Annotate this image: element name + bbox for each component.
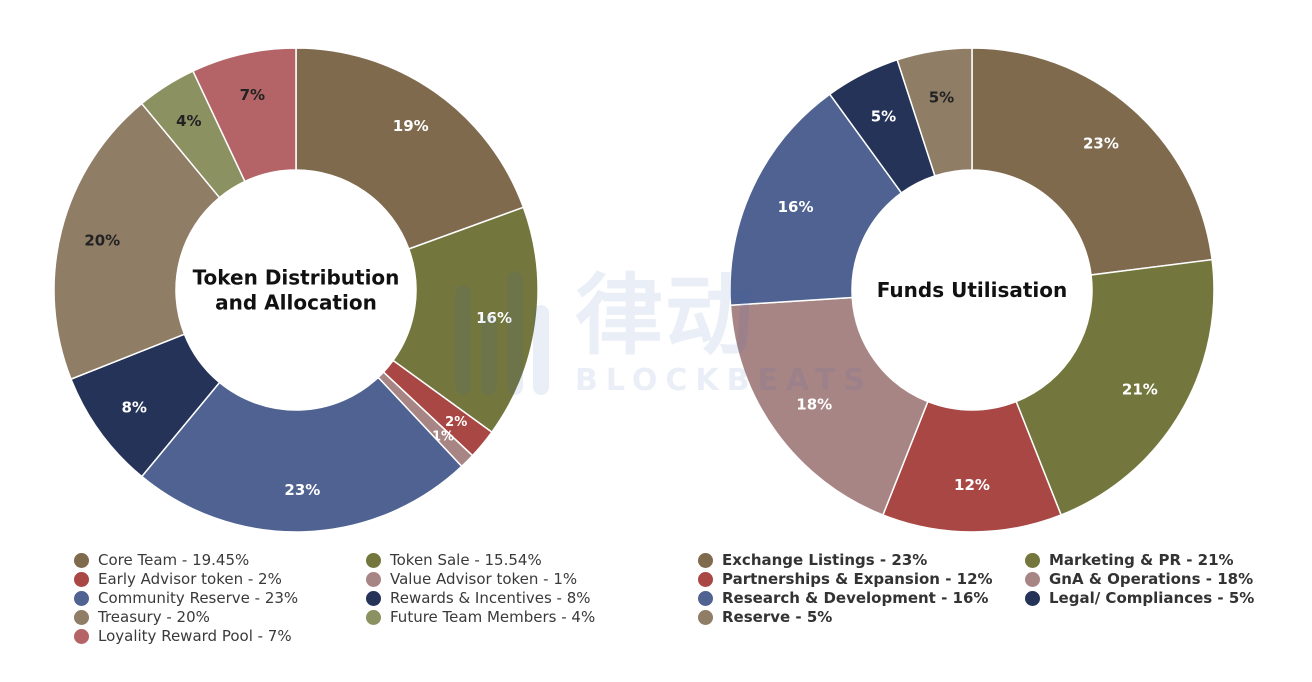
legend-label: Treasury - 20% — [98, 608, 210, 626]
legend-swatch-icon — [698, 610, 713, 625]
legend-label: Exchange Listings - 23% — [722, 551, 928, 569]
funds-utilisation-data-label: 18% — [796, 396, 832, 414]
legend-swatch-icon — [366, 591, 381, 606]
legend-item: Legal/ Compliances - 5% — [1025, 589, 1265, 608]
legend-swatch-icon — [698, 591, 713, 606]
token-distribution-data-label: 20% — [84, 231, 120, 249]
legend-swatch-icon — [74, 629, 89, 644]
legend-item: Future Team Members - 4% — [366, 608, 606, 627]
legend-item: Loyality Reward Pool - 7% — [74, 627, 366, 646]
legend-label: Token Sale - 15.54% — [390, 551, 542, 569]
token-distribution-slice-community-reserve — [140, 376, 463, 533]
legend-label: Community Reserve - 23% — [98, 589, 299, 607]
token-distribution-data-label: 19% — [393, 117, 429, 135]
funds-utilisation-donut: 23% 21% 12% 18% 16% 5% 5% Funds Utilisation — [729, 47, 1215, 533]
legend-swatch-icon — [74, 553, 89, 568]
token-distribution-data-label: 16% — [476, 309, 512, 327]
funds-utilisation-data-label: 16% — [778, 198, 814, 216]
legend-label: Legal/ Compliances - 5% — [1049, 589, 1255, 607]
token-distribution-data-label: 7% — [240, 86, 265, 104]
legend-swatch-icon — [74, 572, 89, 587]
legend-item: Token Sale - 15.54% — [366, 551, 606, 570]
legend-swatch-icon — [1025, 553, 1040, 568]
legend-swatch-icon — [366, 553, 381, 568]
legend-item: Community Reserve - 23% — [74, 589, 366, 608]
legend-label: Reserve - 5% — [722, 608, 833, 626]
funds-utilisation-data-label: 23% — [1083, 135, 1119, 153]
funds-utilisation-slice-reserve — [896, 47, 973, 177]
funds-utilisation-slice-partnerships-expansion — [881, 400, 1063, 533]
token-distribution-title: Token Distribution and Allocation — [193, 266, 400, 315]
legend-swatch-icon — [698, 572, 713, 587]
legend-item: Rewards & Incentives - 8% — [366, 589, 606, 608]
funds-utilisation-data-label: 5% — [871, 107, 896, 125]
funds-utilisation-slice-exchange-listings — [971, 47, 1213, 276]
legend-swatch-icon — [366, 572, 381, 587]
legend-swatch-icon — [1025, 572, 1040, 587]
funds-utilisation-slice-marketing-pr — [1015, 258, 1215, 516]
token-distribution-slice-treasury — [53, 102, 221, 381]
legend-swatch-icon — [366, 610, 381, 625]
legend-item: GnA & Operations - 18% — [1025, 570, 1265, 589]
token-distribution-donut: 19%16%2%1%23%8%20%4%7%Token Distribution… — [53, 47, 539, 533]
funds-utilisation-title: Funds Utilisation — [877, 278, 1068, 302]
funds-utilisation-legend: Exchange Listings - 23% Marketing & PR - … — [698, 551, 1265, 627]
legend-item: Treasury - 20% — [74, 608, 366, 627]
legend-item: Reserve - 5% — [698, 608, 1025, 627]
token-distribution-slice-token-sale — [392, 206, 539, 434]
legend-item: Core Team - 19.45% — [74, 551, 366, 570]
legend-label: Research & Development - 16% — [722, 589, 989, 607]
legend-label: Loyality Reward Pool - 7% — [98, 627, 292, 645]
legend-item: Marketing & PR - 21% — [1025, 551, 1265, 570]
legend-swatch-icon — [74, 591, 89, 606]
legend-label: Value Advisor token - 1% — [390, 570, 578, 588]
legend-item: Value Advisor token - 1% — [366, 570, 606, 589]
token-distribution-data-label: 4% — [176, 112, 201, 130]
funds-utilisation-data-label: 12% — [954, 476, 990, 494]
legend-swatch-icon — [74, 610, 89, 625]
funds-utilisation-data-label: 5% — [929, 88, 954, 106]
legend-label: Rewards & Incentives - 8% — [390, 589, 591, 607]
legend-item: Research & Development - 16% — [698, 589, 1025, 608]
legend-label: Core Team - 19.45% — [98, 551, 250, 569]
token-distribution-data-label: 8% — [121, 399, 146, 417]
legend-label: Early Advisor token - 2% — [98, 570, 282, 588]
funds-utilisation-data-label: 21% — [1122, 380, 1158, 398]
legend-label: Partnerships & Expansion - 12% — [722, 570, 993, 588]
legend-swatch-icon — [698, 553, 713, 568]
legend-label: Marketing & PR - 21% — [1049, 551, 1234, 569]
legend-label: GnA & Operations - 18% — [1049, 570, 1254, 588]
legend-label: Future Team Members - 4% — [390, 608, 596, 626]
token-distribution-data-label: 23% — [284, 481, 320, 499]
token-distribution-data-label: 2% — [445, 415, 467, 430]
token-distribution-slice-core-team — [295, 47, 525, 250]
token-distribution-slice-loyality-reward-pool — [191, 47, 297, 183]
legend-swatch-icon — [1025, 591, 1040, 606]
legend-item: Early Advisor token - 2% — [74, 570, 366, 589]
funds-utilisation-slice-gna-operations — [729, 296, 929, 516]
legend-item: Exchange Listings - 23% — [698, 551, 1025, 570]
funds-utilisation-slice-research-development — [729, 93, 903, 306]
legend-item: Partnerships & Expansion - 12% — [698, 570, 1025, 589]
token-distribution-legend: Core Team - 19.45% Token Sale - 15.54% Ear… — [74, 551, 606, 646]
